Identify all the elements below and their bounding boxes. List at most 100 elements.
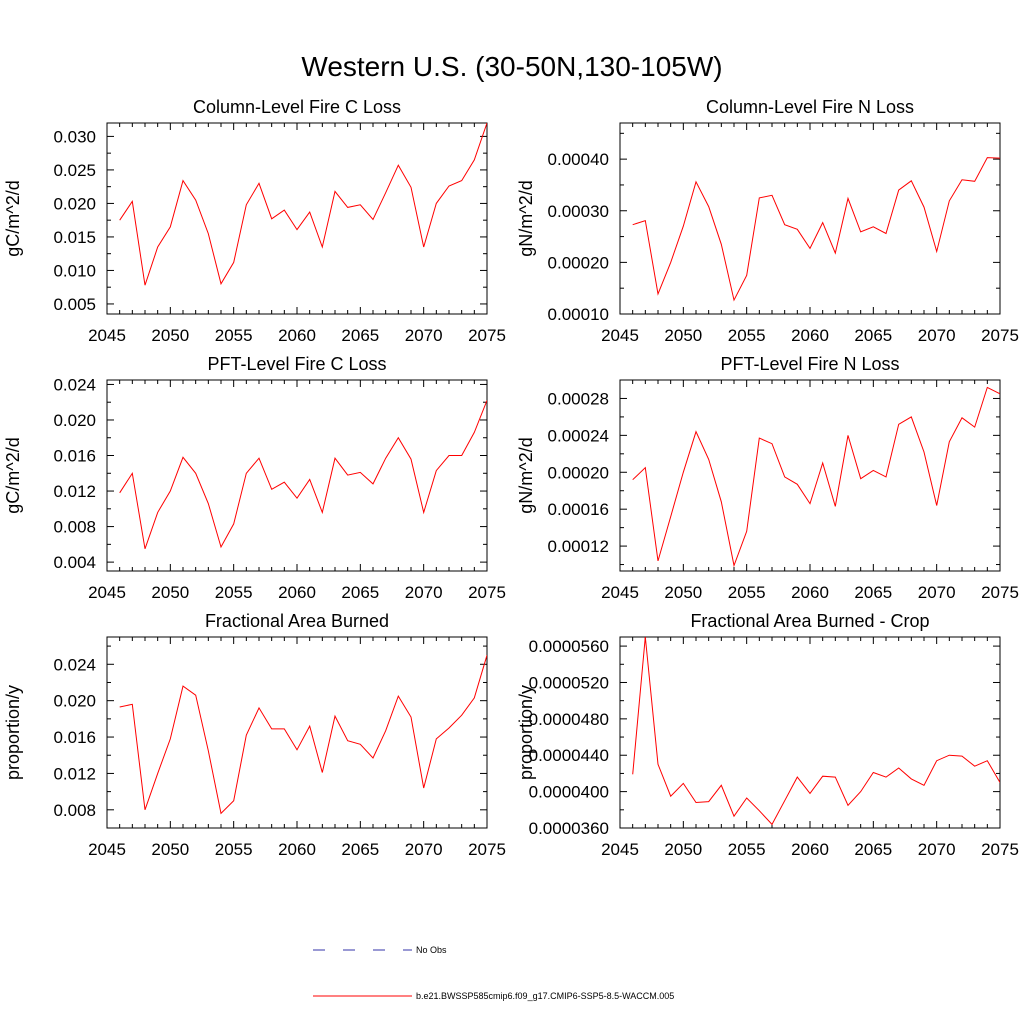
x-tick-label: 2060: [278, 326, 316, 345]
panel-4: PFT-Level Fire N Loss 2045 2050 2055 2060 206…: [516, 354, 1019, 602]
figure-title: Western U.S. (30-50N,130-105W): [301, 51, 722, 82]
y-tick-label: 0.00024: [548, 426, 609, 445]
y-tick-label: 0.00030: [548, 202, 609, 221]
y-axis-label: gC/m^2/d: [3, 180, 23, 256]
panel-3: PFT-Level Fire C Loss 2045 2050 2055 2060 206…: [3, 354, 506, 602]
x-tick-label: 2050: [151, 583, 189, 602]
x-tick-label: 2045: [601, 326, 639, 345]
legend: No Obs b.e21.BWSSP585cmip6.f09_g17.CMIP6…: [313, 945, 674, 1001]
legend-model-label: b.e21.BWSSP585cmip6.f09_g17.CMIP6-SSP5-8…: [416, 991, 674, 1001]
x-tick-label: 2055: [728, 326, 766, 345]
y-tick-label: 0.00010: [548, 305, 609, 324]
panels: Column-Level Fire C Loss 2045 2050 2055 2060…: [3, 97, 1019, 859]
x-tick-label: 2055: [215, 326, 253, 345]
x-tick-label: 2060: [791, 583, 829, 602]
plot-frame: [106, 636, 488, 829]
y-tick-label: 0.012: [53, 482, 96, 501]
y-tick-label: 0.010: [53, 261, 96, 280]
x-tick-label: 2055: [215, 840, 253, 859]
plot-frame: [619, 636, 1001, 829]
y-tick-label: 0.008: [53, 801, 96, 820]
x-tick-label: 2045: [601, 583, 639, 602]
y-tick-label: 0.012: [53, 764, 96, 783]
x-tick-label: 2070: [405, 840, 443, 859]
y-tick-label: 0.016: [53, 728, 96, 747]
legend-obs-label: No Obs: [416, 945, 447, 955]
y-tick-label: 0.00020: [548, 463, 609, 482]
x-tick-label: 2075: [468, 840, 506, 859]
y-axis-label: gC/m^2/d: [3, 437, 23, 513]
y-tick-label: 0.005: [53, 295, 96, 314]
y-tick-label: 0.0000480: [529, 710, 609, 729]
y-tick-label: 0.020: [53, 692, 96, 711]
panel-title: Fractional Area Burned - Crop: [690, 611, 929, 631]
x-tick-label: 2045: [88, 840, 126, 859]
x-tick-label: 2065: [341, 583, 379, 602]
series-line: [632, 157, 1000, 302]
y-tick-label: 0.008: [53, 518, 96, 537]
y-tick-label: 0.016: [53, 447, 96, 466]
y-tick-label: 0.0000520: [529, 673, 609, 692]
y-tick-label: 0.0000400: [529, 783, 609, 802]
x-tick-label: 2070: [918, 840, 956, 859]
x-tick-label: 2070: [918, 583, 956, 602]
series-line: [119, 655, 487, 815]
y-axis-label: gN/m^2/d: [516, 437, 536, 513]
panel-6: Fractional Area Burned - Crop 2045 2050 205…: [516, 611, 1019, 859]
x-tick-label: 2075: [468, 583, 506, 602]
x-tick-label: 2055: [728, 840, 766, 859]
x-tick-label: 2050: [664, 326, 702, 345]
plot-frame: [106, 379, 488, 572]
x-tick-label: 2060: [278, 840, 316, 859]
y-tick-label: 0.024: [53, 375, 96, 394]
x-tick-label: 2045: [601, 840, 639, 859]
x-tick-label: 2045: [88, 583, 126, 602]
y-tick-label: 0.015: [53, 228, 96, 247]
x-tick-label: 2065: [854, 583, 892, 602]
x-tick-label: 2070: [405, 583, 443, 602]
series-line: [632, 637, 1000, 826]
y-tick-label: 0.0000360: [529, 819, 609, 838]
series-line: [632, 386, 1000, 568]
y-tick-label: 0.00016: [548, 500, 609, 519]
y-axis-label: proportion/y: [516, 685, 536, 780]
series-line: [119, 400, 487, 549]
x-tick-label: 2075: [468, 326, 506, 345]
y-tick-label: 0.0000560: [529, 637, 609, 656]
panel-title: Fractional Area Burned: [205, 611, 389, 631]
x-tick-label: 2065: [854, 840, 892, 859]
y-tick-label: 0.025: [53, 161, 96, 180]
x-tick-label: 2050: [151, 326, 189, 345]
y-tick-label: 0.004: [53, 553, 96, 572]
plot-frame: [619, 122, 1001, 315]
x-tick-label: 2075: [981, 583, 1019, 602]
x-tick-label: 2065: [341, 326, 379, 345]
x-tick-label: 2060: [791, 840, 829, 859]
y-tick-label: 0.020: [53, 411, 96, 430]
x-tick-label: 2060: [791, 326, 829, 345]
y-axis-label: proportion/y: [3, 685, 23, 780]
x-tick-label: 2065: [341, 840, 379, 859]
y-axis-label: gN/m^2/d: [516, 180, 536, 256]
x-tick-label: 2055: [215, 583, 253, 602]
x-tick-label: 2070: [918, 326, 956, 345]
x-tick-label: 2050: [151, 840, 189, 859]
x-tick-label: 2065: [854, 326, 892, 345]
x-tick-label: 2075: [981, 840, 1019, 859]
y-tick-label: 0.0000440: [529, 746, 609, 765]
x-tick-label: 2045: [88, 326, 126, 345]
x-tick-label: 2055: [728, 583, 766, 602]
panel-1: Column-Level Fire C Loss 2045 2050 2055 2060…: [3, 97, 506, 345]
x-tick-label: 2050: [664, 840, 702, 859]
series-line: [119, 123, 487, 286]
x-tick-label: 2070: [405, 326, 443, 345]
y-tick-label: 0.00040: [548, 150, 609, 169]
panel-5: Fractional Area Burned 2045 2050 2055 2060 20…: [3, 611, 506, 859]
plot-frame: [106, 122, 488, 315]
panel-title: Column-Level Fire C Loss: [193, 97, 401, 117]
panel-title: PFT-Level Fire C Loss: [207, 354, 386, 374]
x-tick-label: 2060: [278, 583, 316, 602]
panel-2: Column-Level Fire N Loss 2045 2050 2055 2060…: [516, 97, 1019, 345]
y-tick-label: 0.020: [53, 194, 96, 213]
